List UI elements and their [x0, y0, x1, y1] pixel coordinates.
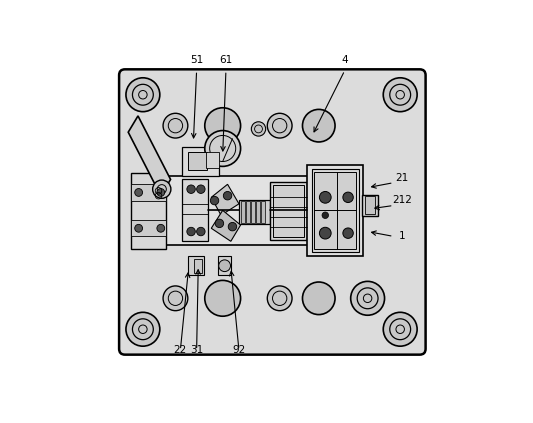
Circle shape	[205, 108, 240, 143]
Circle shape	[215, 219, 224, 228]
Circle shape	[205, 131, 240, 166]
Circle shape	[135, 189, 142, 196]
Circle shape	[322, 212, 328, 219]
Circle shape	[187, 185, 195, 193]
Bar	[251, 201, 255, 223]
Circle shape	[197, 227, 205, 236]
Circle shape	[152, 180, 171, 198]
Bar	[195, 258, 201, 273]
Bar	[132, 220, 166, 236]
Circle shape	[163, 286, 188, 310]
Circle shape	[228, 222, 237, 231]
Circle shape	[302, 282, 335, 315]
Circle shape	[302, 110, 335, 142]
Bar	[206, 152, 220, 168]
Bar	[308, 165, 363, 256]
Bar	[273, 185, 304, 237]
Bar	[161, 176, 346, 244]
Text: 212: 212	[392, 195, 412, 206]
FancyBboxPatch shape	[119, 69, 425, 354]
Bar	[182, 179, 208, 241]
Polygon shape	[211, 184, 239, 215]
Polygon shape	[128, 116, 171, 196]
Bar	[270, 182, 308, 240]
Circle shape	[197, 185, 205, 193]
Circle shape	[383, 78, 417, 112]
Circle shape	[268, 286, 292, 310]
Bar	[246, 201, 250, 223]
Text: 61: 61	[219, 55, 232, 66]
Text: 1: 1	[399, 231, 405, 241]
Bar	[132, 173, 166, 250]
Circle shape	[319, 227, 331, 239]
Bar	[189, 256, 204, 275]
Circle shape	[268, 113, 292, 138]
Circle shape	[319, 192, 331, 203]
Circle shape	[211, 196, 219, 205]
Circle shape	[135, 224, 142, 232]
Text: 21: 21	[395, 173, 408, 183]
Circle shape	[126, 78, 160, 112]
Bar	[132, 184, 166, 201]
Circle shape	[187, 227, 195, 236]
Circle shape	[126, 312, 160, 346]
Bar	[314, 172, 356, 249]
Bar	[262, 201, 265, 223]
Bar	[362, 195, 378, 216]
Circle shape	[383, 312, 417, 346]
Bar	[256, 201, 260, 223]
Circle shape	[351, 281, 384, 315]
Bar	[240, 201, 245, 223]
Circle shape	[205, 280, 240, 316]
Text: 22: 22	[174, 345, 187, 355]
Circle shape	[343, 192, 353, 203]
Bar	[239, 200, 270, 224]
Bar	[182, 147, 220, 176]
Text: 31: 31	[190, 345, 203, 355]
Circle shape	[157, 189, 165, 196]
Circle shape	[343, 228, 353, 239]
Bar	[188, 152, 207, 170]
Circle shape	[219, 260, 230, 272]
Circle shape	[163, 113, 188, 138]
Bar	[312, 169, 359, 252]
Circle shape	[157, 224, 165, 232]
Text: 51: 51	[190, 55, 203, 66]
Circle shape	[252, 122, 265, 136]
Bar	[218, 256, 231, 275]
Bar	[365, 196, 375, 214]
Circle shape	[223, 192, 232, 200]
Polygon shape	[211, 210, 240, 241]
Text: 92: 92	[232, 345, 246, 355]
Text: 4: 4	[342, 55, 348, 66]
